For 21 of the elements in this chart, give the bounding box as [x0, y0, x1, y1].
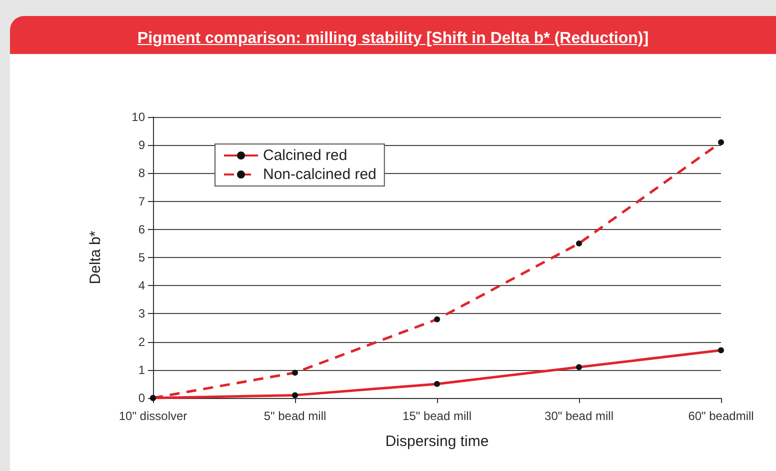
- y-tick-label: 2: [138, 334, 146, 349]
- x-axis-title: Dispersing time: [385, 433, 489, 450]
- y-tick-label: 10: [132, 110, 146, 124]
- chart-title: Pigment comparison: milling stability [Shift in Delta b* (Reduction)]: [10, 16, 776, 54]
- x-tick-label: 10" dissolver: [118, 409, 188, 423]
- x-tick-label: 5" bead mill: [264, 409, 326, 423]
- y-tick-label: 6: [138, 222, 146, 236]
- y-tick-label: 4: [138, 278, 146, 293]
- y-tick-label: 5: [138, 250, 146, 264]
- y-tick-label: 8: [138, 166, 146, 180]
- y-tick-label: 3: [138, 306, 146, 321]
- y-axis-title: Delta b*: [87, 230, 104, 284]
- legend-label: Non-calcined red: [263, 166, 376, 183]
- y-tick-label: 1: [138, 362, 146, 377]
- y-tick-label: 9: [138, 138, 146, 152]
- y-tick-label: 0: [138, 391, 146, 405]
- y-tick-label: 7: [138, 194, 146, 208]
- x-tick-label: 60" beadmill: [688, 409, 754, 423]
- x-tick-label: 30" bead mill: [544, 409, 614, 423]
- x-tick-label: 15" bead mill: [402, 409, 472, 423]
- legend-label: Calcined red: [263, 147, 348, 164]
